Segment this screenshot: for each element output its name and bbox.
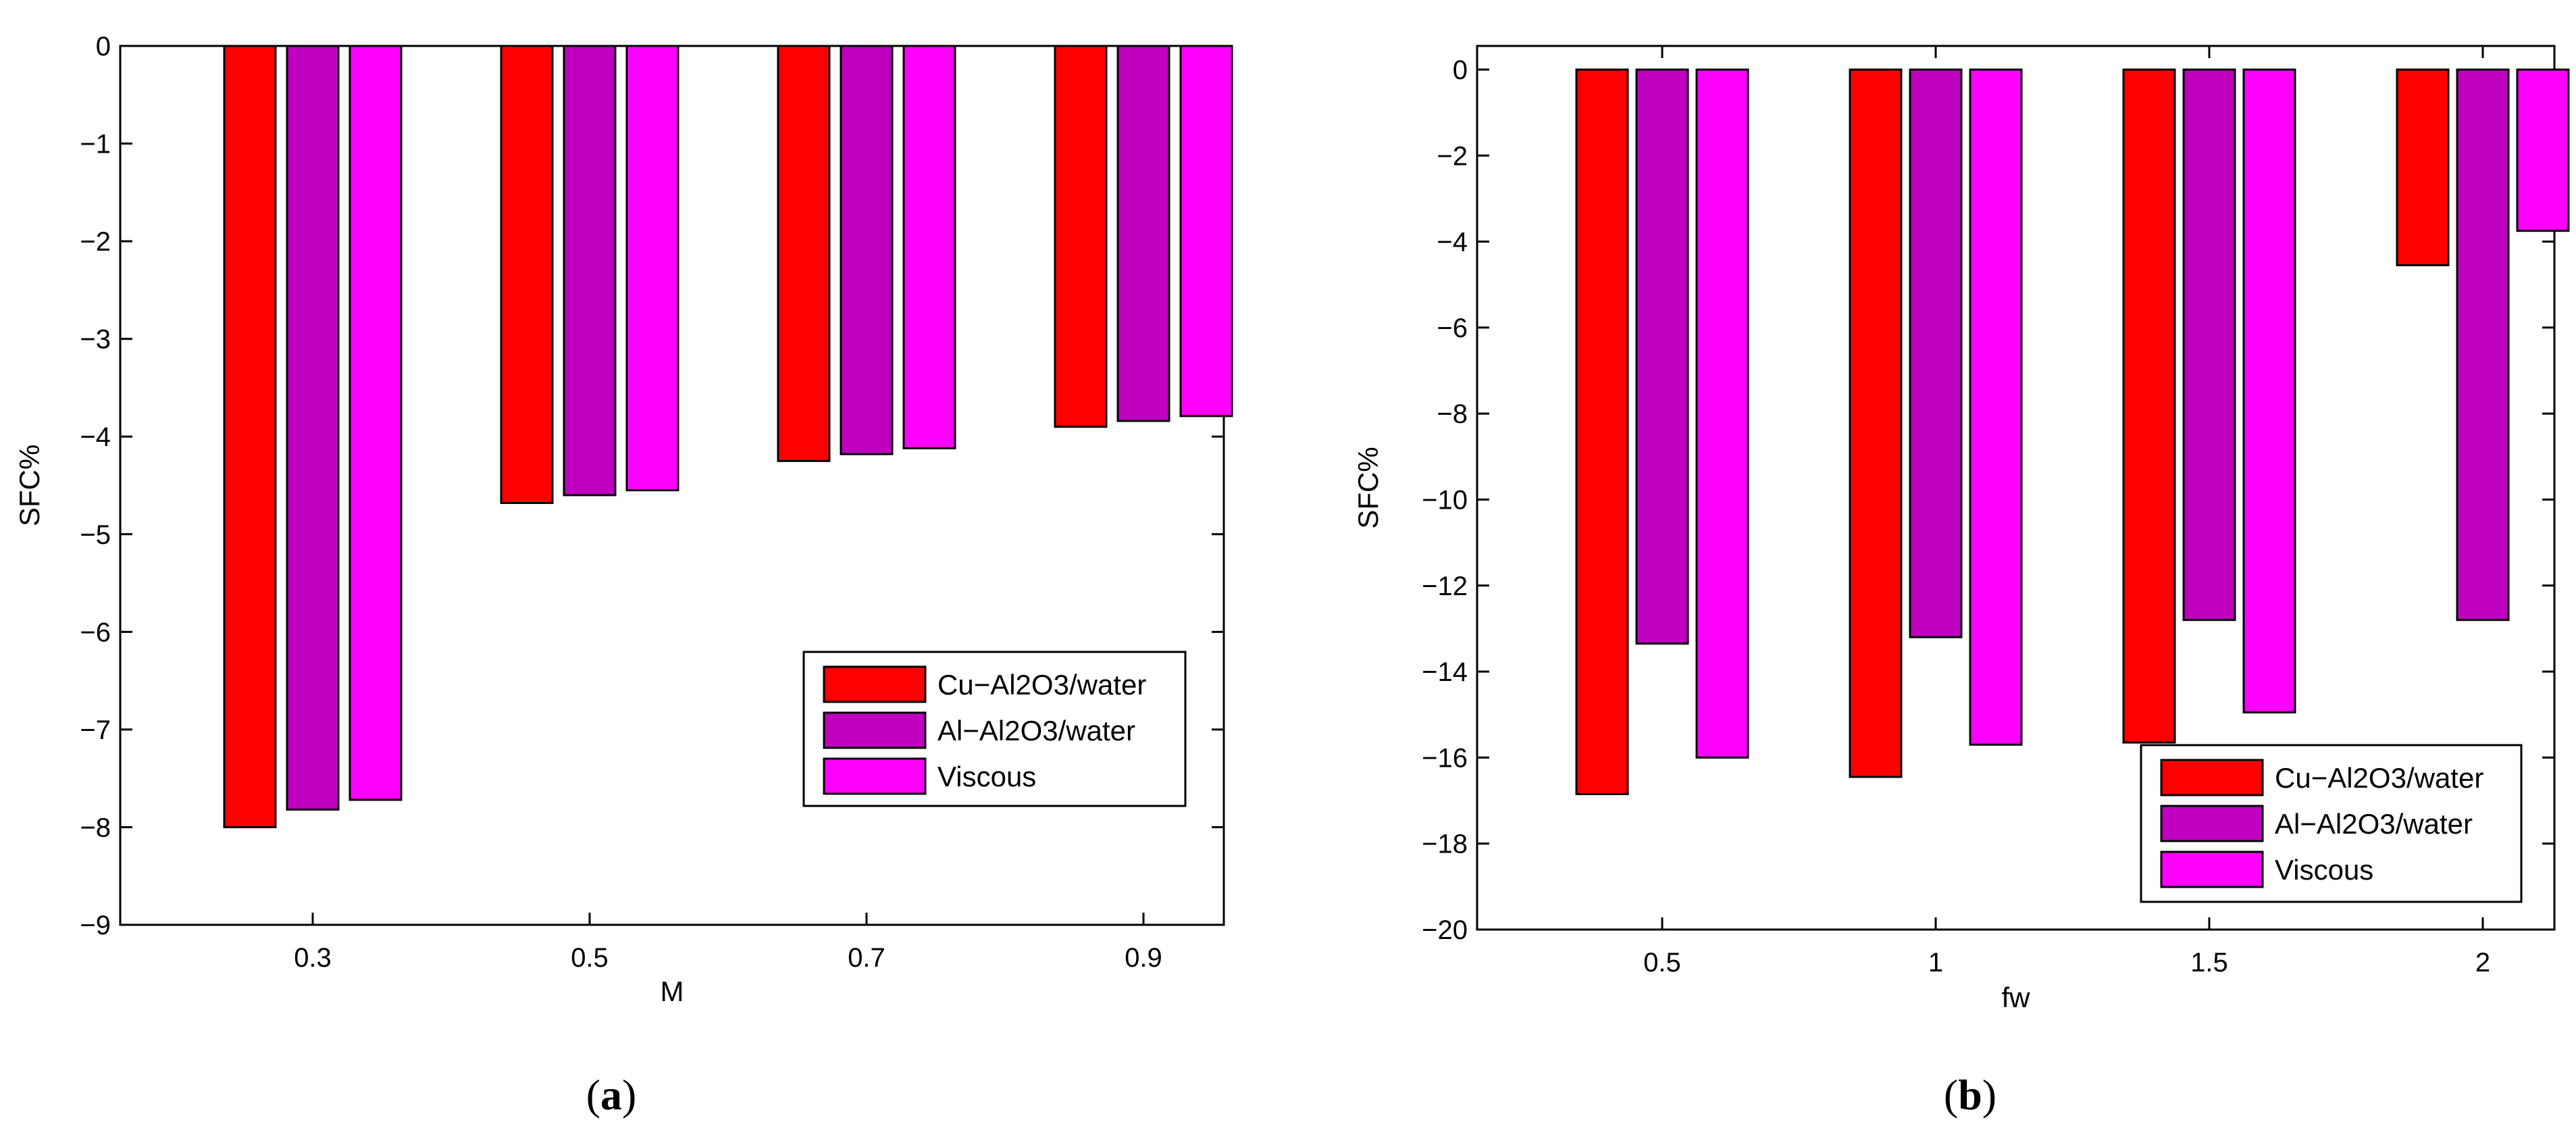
legend-label: Viscous <box>937 761 1036 792</box>
legend-swatch <box>2160 851 2264 888</box>
x-tick-label: 0.5 <box>1643 948 1681 978</box>
y-tick-label: −8 <box>80 813 111 842</box>
x-tick-label: 1 <box>1928 948 1943 978</box>
y-tick-label: −5 <box>80 520 111 550</box>
y-tick-label: −4 <box>1437 228 1468 257</box>
y-tick-label: −2 <box>80 227 111 257</box>
legend-label: Cu−Al2O3/water <box>2275 762 2483 794</box>
y-tick-label: −14 <box>1422 657 1468 687</box>
bar-viscous-0.3 <box>349 45 403 801</box>
y-tick-label: 0 <box>1453 55 1468 85</box>
bar-al-al2o3-1.5 <box>2182 68 2236 622</box>
bar-al-al2o3-0.9 <box>1116 45 1170 422</box>
bar-cu-al2o3-0.9 <box>1054 45 1108 428</box>
bar-cu-al2o3-1 <box>1849 68 1903 778</box>
y-tick-label: −20 <box>1422 915 1468 945</box>
x-axis-label: fw <box>2002 982 2031 1013</box>
chart-a: 0 −1 −2 −3 −4 −5 −6 −7 −8 −9 0.3 0.5 0.7 0.9 M SFC% Cu−A… <box>14 32 1233 1119</box>
x-tick-label: 2 <box>2475 948 2490 978</box>
legend-swatch <box>823 711 927 749</box>
bar-cu-al2o3-0.5 <box>1575 68 1629 796</box>
bar-al-al2o3-0.5 <box>563 45 617 497</box>
y-tick-label: −12 <box>1422 572 1468 601</box>
bar-viscous-0.5 <box>1695 68 1749 759</box>
x-tick-label: 0.5 <box>571 943 609 973</box>
x-axis-label: M <box>661 975 684 1007</box>
bar-al-al2o3-0.3 <box>286 45 340 811</box>
bar-viscous-2 <box>2516 68 2570 232</box>
bar-viscous-1.5 <box>2242 68 2296 714</box>
y-tick-label: −16 <box>1422 743 1468 773</box>
y-tick-label: −18 <box>1422 830 1468 859</box>
legend-label: Viscous <box>2275 854 2373 886</box>
y-axis-label: SFC% <box>1352 447 1384 528</box>
bar-al-al2o3-2 <box>2456 68 2510 622</box>
y-tick-label: −1 <box>80 130 111 159</box>
y-tick-label: 0 <box>96 32 111 61</box>
caption-a: (a) <box>586 1071 637 1119</box>
legend-label: Al−Al2O3/water <box>2275 808 2473 840</box>
bar-al-al2o3-1 <box>1909 68 1963 638</box>
x-tick-label: 0.7 <box>848 943 885 973</box>
y-tick-label: −8 <box>1437 399 1468 429</box>
chart-b: 0 −2 −4 −6 −8 −10 −12 −14 −16 −18 −20 0.5 1 1.5 2 fw SFC… <box>1352 45 2570 1119</box>
caption-b: (b) <box>1944 1071 1997 1119</box>
y-tick-label: −10 <box>1422 486 1468 515</box>
x-tick-label: 0.3 <box>294 943 332 973</box>
bar-viscous-0.5 <box>625 45 679 492</box>
bar-al-al2o3-0.7 <box>840 45 894 455</box>
bar-cu-al2o3-0.7 <box>777 45 831 462</box>
legend-swatch <box>823 665 927 703</box>
y-tick-label: −6 <box>80 617 111 647</box>
y-tick-label: −7 <box>80 715 111 745</box>
bar-cu-al2o3-1.5 <box>2122 68 2176 744</box>
legend-swatch <box>823 757 927 795</box>
bar-cu-al2o3-0.5 <box>500 45 554 505</box>
y-tick-label: −2 <box>1437 141 1468 171</box>
y-axis-label: SFC% <box>14 445 45 526</box>
bar-al-al2o3-0.5 <box>1635 68 1689 645</box>
bar-cu-al2o3-2 <box>2396 68 2450 267</box>
y-tick-label: −6 <box>1437 313 1468 343</box>
bar-viscous-0.7 <box>902 45 956 450</box>
bar-viscous-0.9 <box>1179 45 1233 417</box>
legend-label: Al−Al2O3/water <box>937 715 1135 746</box>
y-tick-label: −3 <box>80 325 111 355</box>
bar-viscous-1 <box>1969 68 2023 746</box>
bar-cu-al2o3-0.3 <box>223 45 277 828</box>
legend-swatch <box>2160 759 2264 796</box>
x-tick-label: 1.5 <box>2190 948 2228 978</box>
y-tick-label: −4 <box>80 422 111 452</box>
y-tick-label: −9 <box>80 911 111 940</box>
legend-swatch <box>2160 805 2264 842</box>
legend-label: Cu−Al2O3/water <box>937 669 1146 701</box>
x-tick-label: 0.9 <box>1125 943 1162 973</box>
